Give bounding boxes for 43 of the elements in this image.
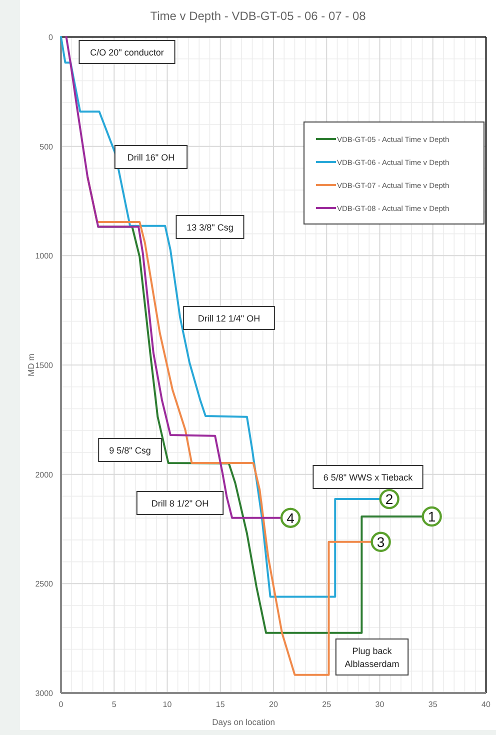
x-tick-label: 25 (322, 700, 332, 709)
text-box: Drill 16" OH (114, 145, 188, 169)
annotation: 9 5/8" Csg (109, 446, 151, 456)
y-tick-label: 500 (40, 142, 54, 152)
text-box: Drill 8 1/2" OH (136, 491, 224, 515)
circle-badge: 1 (422, 506, 442, 527)
annotation: Drill 16" OH (127, 152, 175, 162)
circle-badge: 2 (379, 488, 400, 510)
annotation: 4 (286, 510, 295, 526)
y-tick-label: 3000 (35, 689, 54, 698)
text-box: 13 3/8" Csg (176, 215, 244, 239)
y-tick-label: 1500 (35, 361, 54, 370)
x-tick-label: 15 (216, 700, 226, 709)
annotation: 2 (385, 491, 394, 508)
annotation: 3 (376, 534, 385, 550)
x-tick-label: 10 (162, 700, 172, 709)
text-box: 9 5/8" Csg (98, 438, 162, 462)
text-box: 6 5/8" WWS x Tieback (312, 465, 424, 489)
circle-badge: 4 (280, 508, 301, 528)
text-box: Plug back Alblasserdam (335, 638, 409, 676)
chart-title: Time v Depth - VDB-GT-05 - 06 - 07 - 08 (150, 9, 366, 23)
text-box: C/O 20" conductor (78, 40, 176, 64)
annotation: 13 3/8" Csg (186, 222, 234, 232)
annotation: Drill 8 1/2" OH (151, 498, 209, 508)
circle-badge: 3 (370, 532, 391, 552)
annotation: C/O 20" conductor (90, 48, 164, 58)
annotation: Drill 12 1/4" OH (198, 314, 260, 324)
y-tick-label: 2000 (35, 470, 54, 480)
y-axis-title: MD m (26, 354, 36, 376)
y-tick-label: 1000 (35, 252, 54, 261)
x-tick-label: 20 (269, 700, 278, 709)
y-tick-label: 2500 (35, 580, 54, 589)
x-axis-title: Days on location (212, 717, 276, 727)
annotation: Plug back Alblasserdam (344, 646, 400, 669)
x-tick-label: 0 (58, 700, 64, 709)
annotation: 1 (428, 508, 436, 525)
annotation: 6 5/8" WWS x Tieback (323, 472, 414, 482)
x-tick-label: 5 (112, 700, 117, 709)
x-tick-label: 40 (482, 700, 491, 709)
x-tick-label: 35 (428, 700, 438, 709)
y-tick-label: 0 (48, 33, 54, 42)
x-tick-label: 30 (375, 700, 385, 709)
text-box: Drill 12 1/4" OH (183, 306, 275, 330)
